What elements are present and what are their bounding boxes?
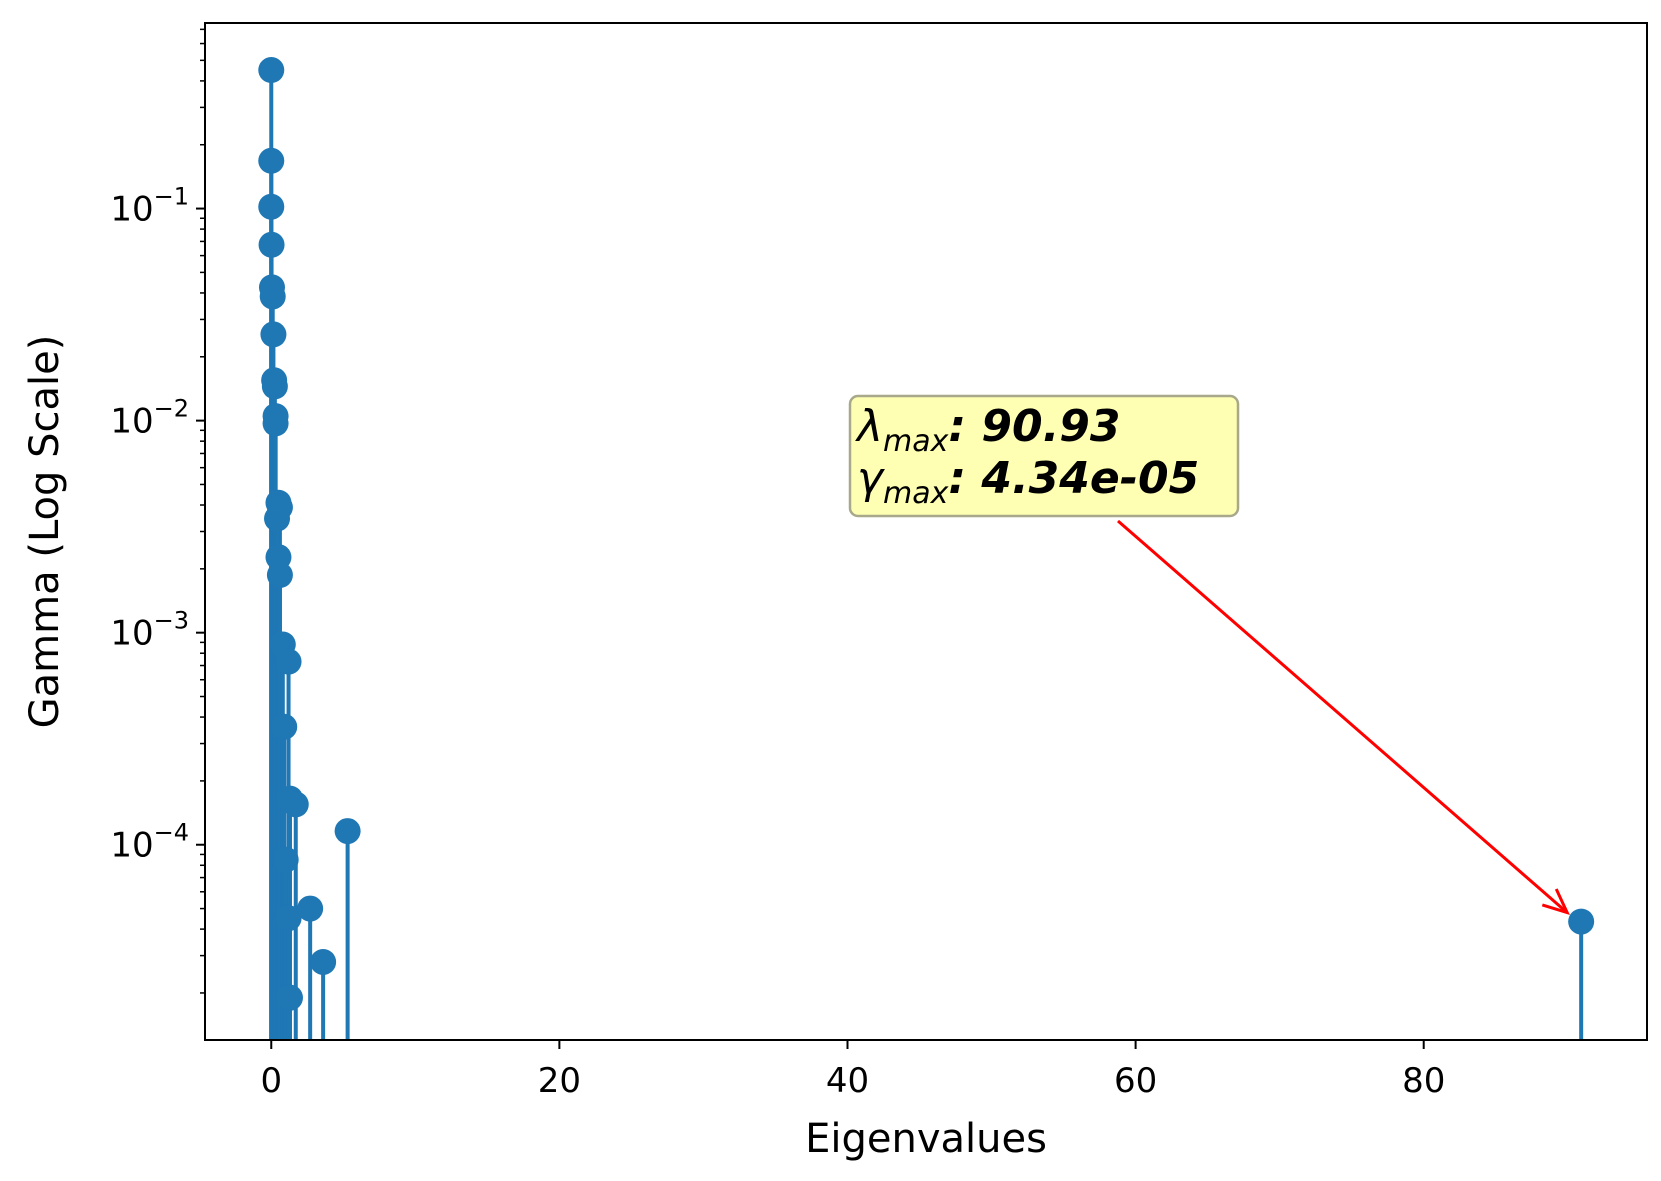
stem-marker xyxy=(272,846,299,873)
lambda-value: : 90.93 xyxy=(948,401,1120,452)
annotation-arrowhead xyxy=(1541,888,1570,916)
annotation-box xyxy=(848,394,1240,518)
annotation-arrow xyxy=(1117,519,1569,914)
gamma-subscript: max xyxy=(883,476,949,511)
stem-marker xyxy=(310,948,337,975)
stem-marker xyxy=(258,147,285,174)
annotation-gamma-line: γmax: 4.34e-05 xyxy=(857,453,1199,511)
gamma-value: : 4.34e-05 xyxy=(948,453,1199,504)
stem-marker xyxy=(275,648,302,675)
stem-marker xyxy=(258,231,285,258)
plot-area-frame xyxy=(204,22,1648,1041)
y-tick-label: 10−4 xyxy=(110,819,189,866)
stem-marker xyxy=(297,895,324,922)
y-tick-label: 10−3 xyxy=(110,607,189,654)
stem-marker xyxy=(264,505,291,532)
stem-marker xyxy=(271,713,298,740)
max-annotation: λmax: 90.93 γmax: 4.34e-05 xyxy=(848,394,1570,916)
stem-markers xyxy=(258,57,1595,1011)
lambda-symbol: λ xyxy=(855,401,883,452)
stem-marker xyxy=(260,321,287,348)
y-tick-label: 10−2 xyxy=(110,395,189,442)
stem-marker xyxy=(266,562,293,589)
stem-marker xyxy=(276,984,303,1011)
stem-marker xyxy=(258,193,285,220)
gamma-symbol: γ xyxy=(857,453,885,504)
annotation-lambda-line: λmax: 90.93 xyxy=(855,401,1121,459)
stem-marker xyxy=(258,57,285,84)
y-axis-ticks: 10−1 10−2 10−3 10−4 xyxy=(110,28,205,994)
stem-marker xyxy=(262,410,289,437)
x-tick-label: 80 xyxy=(1402,1061,1445,1101)
y-tick-label: 10−1 xyxy=(110,183,189,230)
stem-lines xyxy=(269,70,1584,1040)
x-axis-label: Eigenvalues xyxy=(805,1116,1047,1162)
stem-marker xyxy=(275,905,302,932)
stem-marker xyxy=(282,791,309,818)
x-tick-label: 20 xyxy=(538,1061,581,1101)
lambda-subscript: max xyxy=(883,424,949,459)
stem-marker xyxy=(1568,908,1595,935)
x-tick-label: 40 xyxy=(826,1061,869,1101)
y-axis-label: Gamma (Log Scale) xyxy=(22,335,68,729)
stem-marker xyxy=(334,818,361,845)
x-tick-label: 60 xyxy=(1114,1061,1157,1101)
x-tick-label: 0 xyxy=(260,1061,282,1101)
x-axis-ticks: 0 20 40 60 80 xyxy=(260,1040,1445,1101)
stem-marker xyxy=(261,373,288,400)
stem-marker xyxy=(259,283,286,310)
